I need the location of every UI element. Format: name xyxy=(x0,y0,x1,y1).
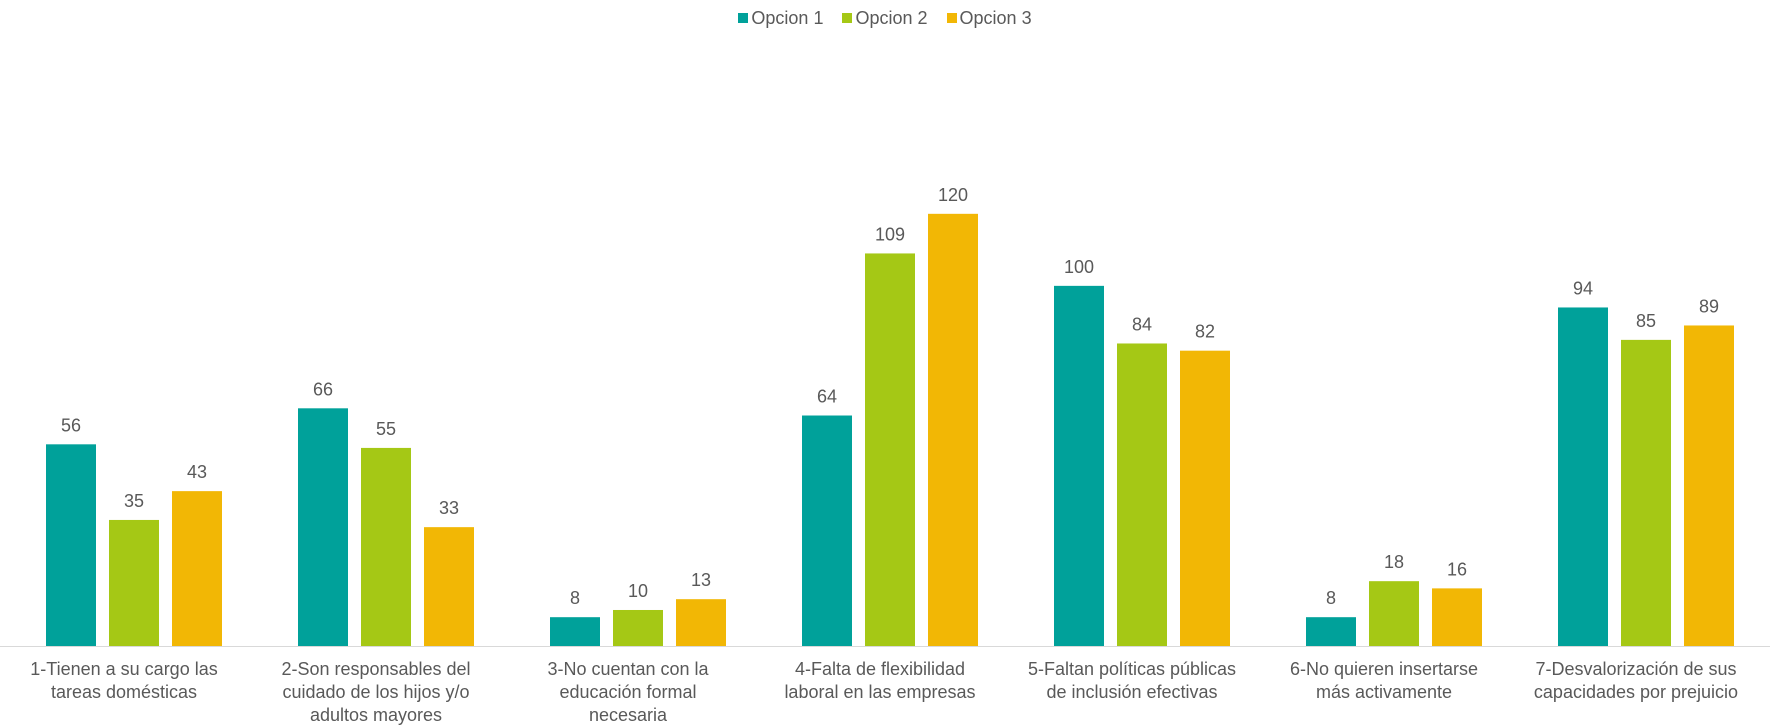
bar-7-series-3 xyxy=(1684,325,1734,646)
x-tick-label-5-line-1: 5-Faltan políticas públicas xyxy=(1028,659,1236,679)
data-label-2-series-2: 55 xyxy=(376,419,396,439)
data-label-4-series-2: 109 xyxy=(875,224,905,244)
legend-label-opcion-3: Opcion 3 xyxy=(959,8,1032,28)
bar-1-series-3 xyxy=(172,491,222,646)
x-tick-label-3-line-3: necesaria xyxy=(589,705,668,725)
data-label-3-series-1: 8 xyxy=(570,588,580,608)
legend-label-opcion-1: Opcion 1 xyxy=(751,8,824,28)
x-tick-label-2-line-3: adultos mayores xyxy=(310,705,442,725)
bar-6-series-3 xyxy=(1432,588,1482,646)
x-tick-label-5-line-2: de inclusión efectivas xyxy=(1046,682,1217,702)
bar-6-series-1 xyxy=(1306,617,1356,646)
x-tick-label-3-line-1: 3-No cuentan con la xyxy=(547,659,709,679)
data-label-5-series-1: 100 xyxy=(1064,257,1094,277)
bar-3-series-1 xyxy=(550,617,600,646)
data-label-5-series-2: 84 xyxy=(1132,314,1152,334)
x-tick-label-4-line-1: 4-Falta de flexibilidad xyxy=(795,659,965,679)
legend-swatch-opcion-1 xyxy=(738,13,749,23)
bar-2-series-2 xyxy=(361,447,411,646)
bar-1-series-1 xyxy=(46,444,96,646)
data-label-6-series-3: 16 xyxy=(1447,559,1467,579)
bar-2-series-3 xyxy=(424,527,474,646)
data-label-7-series-1: 94 xyxy=(1573,278,1593,298)
data-label-5-series-3: 82 xyxy=(1195,322,1215,342)
x-tick-label-3-line-2: educación formal xyxy=(559,682,696,702)
x-tick-label-7-line-1: 7-Desvalorización de sus xyxy=(1535,659,1736,679)
bar-5-series-2 xyxy=(1117,343,1167,646)
bar-6-series-2 xyxy=(1369,581,1419,646)
bar-4-series-2 xyxy=(865,253,915,647)
data-label-4-series-3: 120 xyxy=(938,185,968,205)
bar-4-series-1 xyxy=(802,415,852,646)
data-label-1-series-3: 43 xyxy=(187,462,207,482)
data-label-7-series-3: 89 xyxy=(1699,296,1719,316)
legend-swatch-opcion-2 xyxy=(842,13,853,23)
legend-swatch-opcion-3 xyxy=(946,13,957,23)
legend: Opcion 1 Opcion 2 Opcion 3 xyxy=(0,8,1770,29)
legend-label-opcion-2: Opcion 2 xyxy=(855,8,928,28)
bar-2-series-1 xyxy=(298,408,348,646)
x-tick-label-2-line-1: 2-Son responsables del xyxy=(281,659,470,679)
x-tick-label-1-line-1: 1-Tienen a su cargo las xyxy=(30,659,217,679)
bar-7-series-1 xyxy=(1558,307,1608,646)
data-label-3-series-3: 13 xyxy=(691,570,711,590)
bar-1-series-2 xyxy=(109,519,159,646)
bar-7-series-2 xyxy=(1621,339,1671,646)
bar-3-series-2 xyxy=(613,609,663,646)
bar-4-series-3 xyxy=(928,213,978,646)
x-tick-label-6-line-2: más activamente xyxy=(1316,682,1452,702)
x-tick-label-2-line-2: cuidado de los hijos y/o xyxy=(282,682,469,702)
x-tick-label-6-line-1: 6-No quieren insertarse xyxy=(1290,659,1478,679)
data-label-3-series-2: 10 xyxy=(628,581,648,601)
data-label-1-series-1: 56 xyxy=(61,415,81,435)
legend-item-opcion-2: Opcion 2 xyxy=(842,8,928,29)
data-label-6-series-2: 18 xyxy=(1384,552,1404,572)
data-label-7-series-2: 85 xyxy=(1636,311,1656,331)
legend-item-opcion-1: Opcion 1 xyxy=(738,8,823,29)
bar-3-series-3 xyxy=(676,599,726,646)
bar-5-series-3 xyxy=(1180,350,1230,646)
x-tick-label-7-line-2: capacidades por prejuicio xyxy=(1534,682,1738,702)
legend-item-opcion-3: Opcion 3 xyxy=(946,8,1032,29)
data-label-2-series-3: 33 xyxy=(439,498,459,518)
data-label-6-series-1: 8 xyxy=(1326,588,1336,608)
x-tick-label-4-line-2: laboral en las empresas xyxy=(784,682,975,702)
bar-5-series-1 xyxy=(1054,285,1104,646)
data-label-4-series-1: 64 xyxy=(817,387,837,407)
data-label-2-series-1: 66 xyxy=(313,379,333,399)
x-tick-label-1-line-2: tareas domésticas xyxy=(51,682,197,702)
data-label-1-series-2: 35 xyxy=(124,491,144,511)
